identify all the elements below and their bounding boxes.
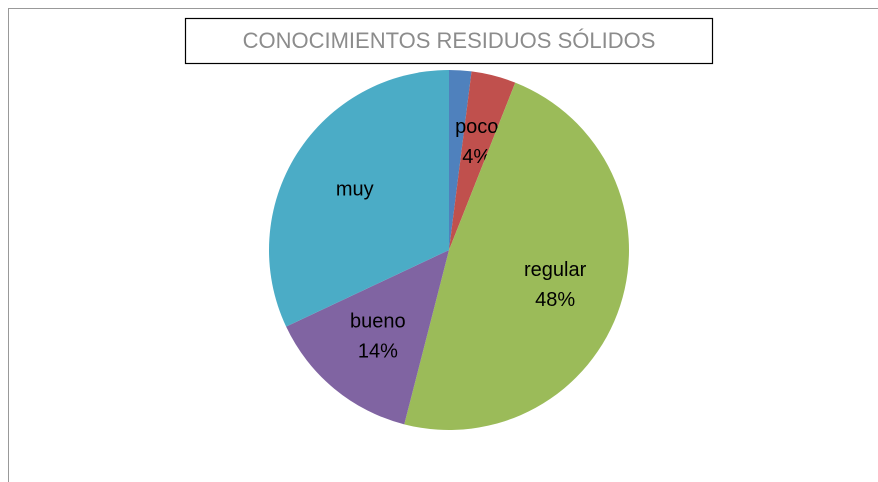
pie-slice [404,82,630,431]
pie-slice [286,250,449,425]
slice-label: muy [336,178,374,200]
title-box [184,17,714,65]
pie-slice [269,70,449,327]
slice-label: regular [524,259,587,281]
pie-slice [449,71,516,250]
value-label: 48% [535,289,575,311]
slice-label: bueno [350,310,406,332]
value-label: 14% [358,340,398,362]
slice-label: poco [455,116,498,138]
pie-slice [449,70,472,250]
chart-title: CONOCIMIENTOS RESIDUOS SÓLIDOS [243,28,656,53]
chart-frame [8,8,878,482]
